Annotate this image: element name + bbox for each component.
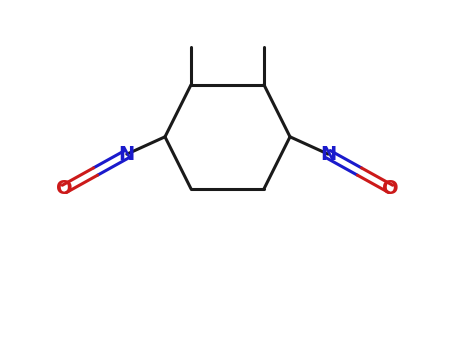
Text: O: O <box>56 180 73 198</box>
Text: N: N <box>119 145 135 164</box>
Text: O: O <box>382 180 399 198</box>
Text: N: N <box>320 145 336 164</box>
